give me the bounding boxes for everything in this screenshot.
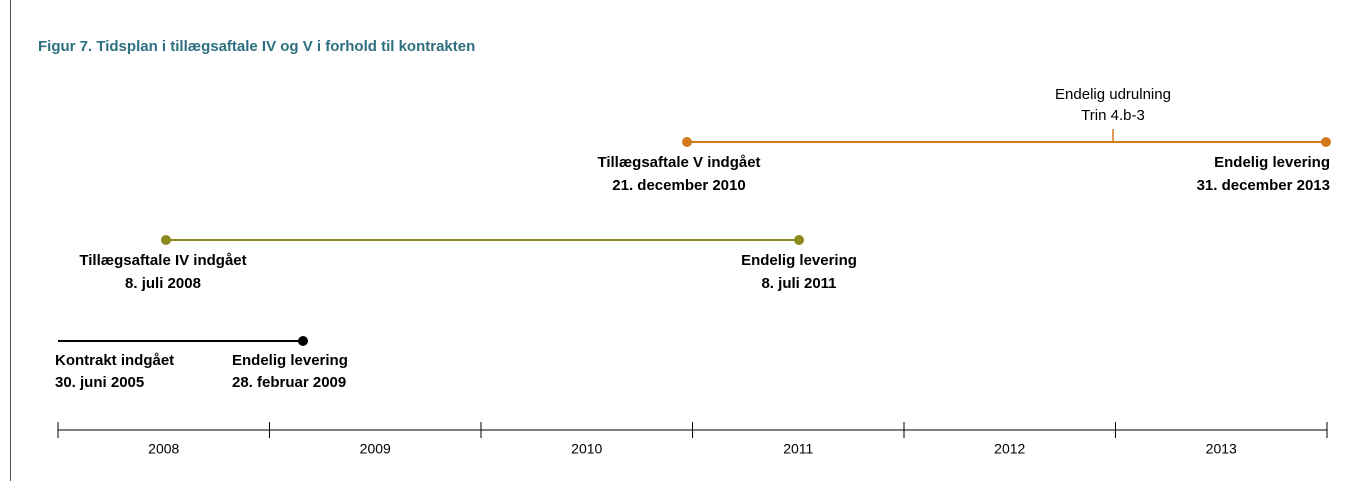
start-label: Tillægsaftale IV indgået — [79, 252, 246, 269]
title: Figur 7. Tidsplan i tillægsaftale IV og … — [38, 38, 475, 55]
milestone-detail: Trin 4.b-3 — [1081, 107, 1145, 124]
start-label: Kontrakt indgået — [55, 352, 174, 369]
milestone-label: Endelig udrulning — [1055, 86, 1171, 103]
start-label: Tillægsaftale V indgået — [597, 154, 760, 171]
end-date: 28. februar 2009 — [232, 374, 346, 391]
year-label: 2008 — [148, 441, 179, 457]
year-label: 2011 — [783, 441, 813, 457]
end-dot — [794, 235, 804, 245]
year-label: 2012 — [994, 441, 1025, 457]
year-label: 2010 — [571, 441, 602, 457]
start-date: 21. december 2010 — [612, 177, 745, 194]
end-label: Endelig levering — [1214, 154, 1330, 171]
end-label: Endelig levering — [232, 352, 348, 369]
year-label: 2013 — [1206, 441, 1237, 457]
year-axis: 2008 2009 2010 2011 2012 2013 — [57, 422, 1328, 457]
start-dot — [161, 235, 171, 245]
start-dot — [682, 137, 692, 147]
end-dot — [298, 336, 308, 346]
end-date: 31. december 2013 — [1197, 177, 1330, 194]
end-dot — [1321, 137, 1331, 147]
start-date: 30. juni 2005 — [55, 374, 144, 391]
year-label: 2009 — [360, 441, 391, 457]
end-label: Endelig levering — [741, 252, 857, 269]
end-date: 8. juli 2011 — [761, 275, 836, 292]
start-date: 8. juli 2008 — [125, 275, 201, 292]
